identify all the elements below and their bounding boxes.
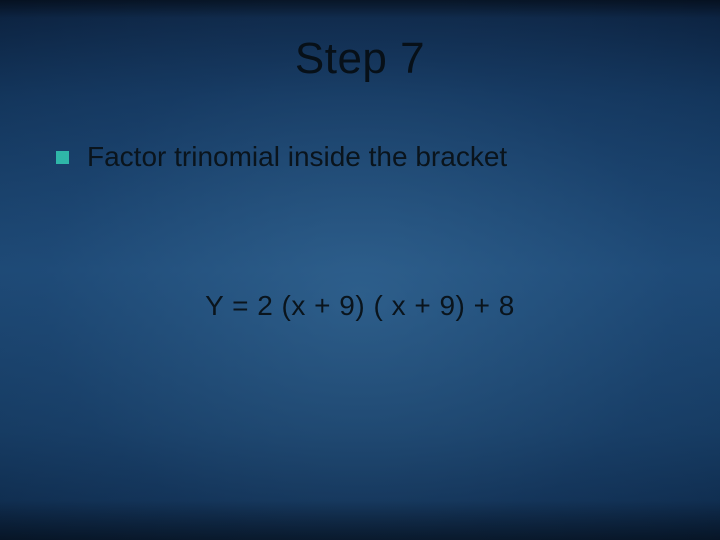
slide-title: Step 7 [0,34,720,84]
bullet-row: Factor trinomial inside the bracket [56,140,680,174]
equation-text: Y = 2 (x + 9) ( x + 9) + 8 [0,290,720,322]
bullet-text: Factor trinomial inside the bracket [87,140,507,174]
slide: Step 7 Factor trinomial inside the brack… [0,0,720,540]
square-bullet-icon [56,151,69,164]
